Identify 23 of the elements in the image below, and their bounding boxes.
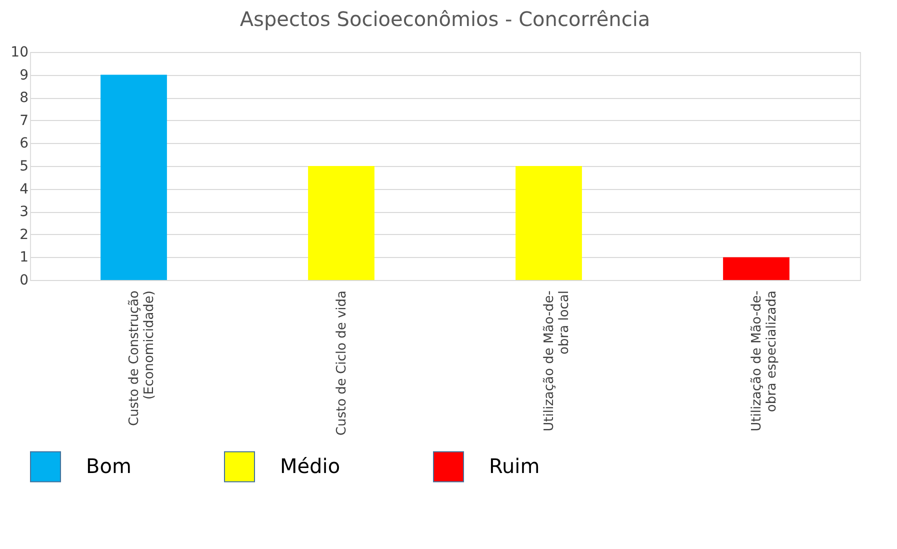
x-tick-label: Custo de Construção (Economicidade): [126, 290, 157, 426]
y-tick-label: 10: [10, 44, 28, 60]
chart-title: Aspectos Socioeconômios - Concorrência: [240, 7, 650, 31]
y-tick-label: 4: [20, 181, 29, 198]
bar: [723, 257, 790, 280]
y-tick-label: 8: [20, 90, 28, 106]
x-tick-label: Utilização de Mão-de-obra especializada: [749, 290, 780, 432]
bar: [100, 74, 167, 280]
y-tick-label: 5: [20, 158, 28, 174]
bar: [516, 166, 582, 280]
x-tick-label: Utilização de Mão-de-obra local: [542, 290, 572, 432]
y-tick-label: 1: [20, 250, 28, 266]
y-tick-label: 3: [20, 204, 28, 220]
legend-label: Médio: [280, 454, 340, 478]
legend-label: Ruim: [489, 454, 540, 478]
legend-label: Bom: [86, 454, 132, 478]
y-tick-label: 6: [20, 136, 29, 152]
y-tick-label: 0: [20, 272, 28, 288]
y-tick-label: 7: [20, 112, 28, 129]
y-tick-label: 9: [20, 67, 28, 84]
bar: [308, 166, 374, 280]
y-tick-label: 2: [20, 226, 28, 243]
x-tick-label: Custo de Ciclo de vida: [334, 290, 350, 436]
